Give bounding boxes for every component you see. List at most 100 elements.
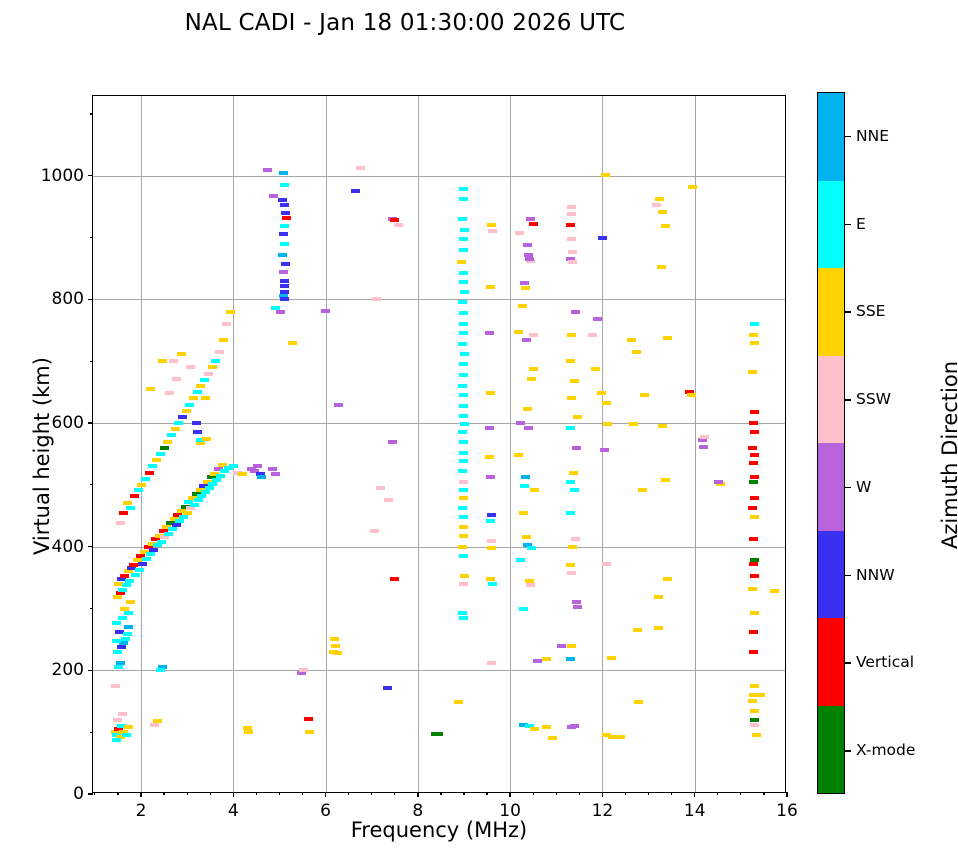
data-point — [597, 391, 606, 396]
data-point — [271, 471, 281, 476]
data-point — [153, 719, 163, 724]
data-point — [202, 436, 211, 441]
data-point — [118, 640, 128, 645]
data-point — [211, 359, 221, 364]
data-point — [321, 308, 331, 313]
data-point — [356, 166, 366, 171]
data-point — [114, 727, 124, 732]
data-point — [279, 278, 289, 283]
colorbar-segment-nne[interactable] — [818, 93, 844, 181]
data-point — [189, 396, 199, 401]
colorbar[interactable] — [817, 92, 845, 794]
data-point — [134, 568, 144, 573]
data-point — [153, 543, 163, 548]
data-point — [519, 722, 529, 727]
colorbar-label-e: E — [856, 214, 866, 233]
data-point — [458, 236, 468, 241]
data-point — [132, 558, 142, 563]
data-point — [457, 506, 467, 511]
data-point — [525, 578, 535, 583]
x-minor-tick — [371, 792, 373, 795]
data-point — [750, 574, 760, 579]
data-point — [178, 515, 188, 520]
data-point — [125, 578, 135, 583]
x-tick — [140, 792, 142, 797]
data-point — [458, 403, 468, 408]
data-point — [607, 655, 617, 660]
data-point — [113, 595, 123, 600]
x-tick-label: 6 — [320, 801, 331, 821]
data-point — [148, 464, 158, 469]
data-point — [208, 481, 218, 486]
colorbar-segment-sse[interactable] — [818, 268, 844, 356]
gridline-x — [602, 96, 604, 792]
colorbar-segment-vertical[interactable] — [818, 618, 844, 706]
data-point — [698, 444, 708, 449]
data-point — [120, 637, 130, 642]
data-point — [214, 467, 223, 472]
data-point — [375, 485, 385, 490]
data-point — [591, 366, 601, 371]
data-point — [632, 349, 642, 354]
y-minor-tick — [90, 484, 93, 486]
data-point — [566, 570, 576, 575]
x-tick — [694, 792, 696, 797]
data-point — [748, 586, 758, 591]
data-point — [204, 485, 214, 490]
data-point — [127, 566, 137, 571]
data-point — [688, 184, 698, 189]
data-point — [433, 732, 443, 737]
data-point — [111, 730, 121, 735]
colorbar-label-vertical: Vertical — [856, 653, 915, 672]
x-minor-tick — [624, 792, 627, 795]
data-point — [196, 383, 206, 388]
data-point — [571, 309, 581, 314]
x-minor-tick — [486, 792, 488, 795]
x-minor-tick — [717, 792, 719, 795]
data-point — [116, 660, 126, 665]
x-tick-label: 12 — [591, 801, 614, 821]
colorbar-segment-nnw[interactable] — [818, 530, 844, 618]
data-point — [149, 547, 159, 552]
data-point — [486, 475, 496, 480]
y-tick — [88, 175, 93, 177]
data-point — [640, 393, 650, 398]
y-axis-title: Virtual height (km) — [30, 357, 54, 555]
data-point — [130, 572, 140, 577]
colorbar-segment-ssw[interactable] — [818, 355, 844, 443]
x-axis-title: Frequency (MHz) — [350, 818, 528, 842]
data-point — [115, 735, 125, 740]
data-point — [654, 595, 664, 600]
colorbar-label-w: W — [856, 477, 872, 496]
colorbar-segment-e[interactable] — [818, 180, 844, 268]
data-point — [280, 203, 290, 208]
data-point — [460, 422, 470, 427]
colorbar-segment-w[interactable] — [818, 443, 844, 531]
data-point — [750, 453, 760, 458]
x-tick — [417, 792, 419, 797]
y-tick-label: 400 — [51, 536, 84, 557]
data-point — [600, 172, 610, 177]
data-point — [371, 297, 381, 302]
data-point — [750, 722, 760, 727]
data-point — [459, 197, 469, 202]
colorbar-tick — [845, 311, 851, 313]
y-minor-tick — [90, 236, 93, 239]
data-point — [333, 402, 343, 407]
data-point — [573, 605, 582, 610]
data-point — [458, 187, 468, 192]
colorbar-tick — [845, 135, 851, 138]
data-point — [487, 545, 497, 550]
colorbar-segment-x-mode[interactable] — [818, 705, 844, 793]
data-point — [459, 615, 469, 620]
data-point — [145, 387, 155, 392]
data-point — [523, 242, 533, 247]
data-point — [459, 331, 469, 336]
data-point — [130, 494, 140, 498]
data-point — [522, 337, 532, 342]
data-point — [181, 408, 191, 413]
data-point — [459, 393, 469, 398]
data-point — [170, 427, 180, 432]
x-minor-tick — [301, 792, 304, 795]
colorbar-tick — [845, 399, 851, 401]
